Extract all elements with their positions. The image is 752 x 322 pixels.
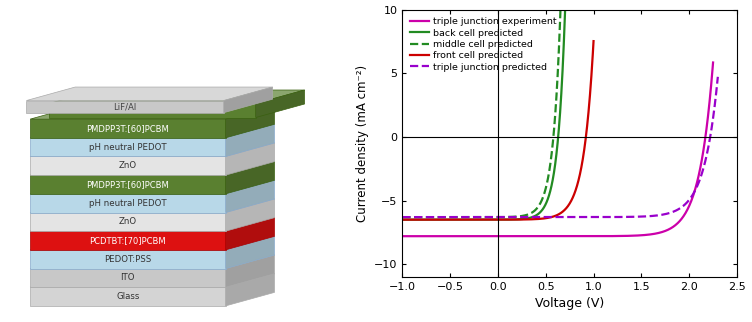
Text: pH neutral PEDOT: pH neutral PEDOT [89, 143, 167, 152]
Polygon shape [30, 287, 226, 306]
Polygon shape [224, 87, 273, 113]
Polygon shape [30, 124, 274, 138]
Legend: triple junction experiment, back cell predicted, middle cell predicted, front ce: triple junction experiment, back cell pr… [407, 14, 560, 74]
Polygon shape [30, 194, 226, 213]
Line: front cell predicted: front cell predicted [402, 41, 593, 220]
triple junction predicted [599, 215, 608, 219]
triple junction predicted [417, 215, 426, 219]
front cell predicted [589, 39, 598, 43]
Polygon shape [226, 274, 274, 306]
Polygon shape [49, 104, 256, 118]
triple junction predicted [581, 215, 590, 219]
front cell predicted [410, 218, 419, 222]
Polygon shape [26, 87, 273, 100]
Polygon shape [30, 199, 274, 213]
X-axis label: Voltage (V): Voltage (V) [535, 297, 605, 310]
Polygon shape [226, 106, 274, 138]
Polygon shape [30, 236, 274, 250]
Polygon shape [226, 162, 274, 194]
triple junction predicted [590, 215, 599, 219]
back cell predicted [497, 218, 506, 222]
triple junction predicted [637, 215, 646, 219]
Line: triple junction predicted: triple junction predicted [402, 77, 718, 217]
Polygon shape [226, 218, 274, 250]
Text: LiF/Al: LiF/Al [114, 102, 137, 111]
back cell predicted [398, 218, 407, 222]
triple junction experiment [587, 234, 596, 238]
Polygon shape [30, 269, 226, 287]
Polygon shape [256, 90, 305, 118]
front cell predicted [562, 205, 572, 209]
Polygon shape [30, 274, 274, 287]
Text: ZnO: ZnO [119, 161, 137, 170]
triple junction experiment [596, 234, 605, 238]
Text: PMDPP3T:[60]PCBM: PMDPP3T:[60]PCBM [86, 180, 169, 189]
back cell predicted [538, 207, 547, 211]
middle cell predicted [398, 215, 407, 219]
middle cell predicted [490, 215, 499, 219]
triple junction experiment [633, 233, 642, 237]
triple junction experiment [666, 227, 675, 231]
Polygon shape [226, 180, 274, 213]
Polygon shape [30, 156, 226, 175]
Polygon shape [30, 180, 274, 194]
Polygon shape [49, 90, 305, 104]
Polygon shape [30, 175, 226, 194]
Polygon shape [30, 162, 274, 175]
back cell predicted [522, 217, 531, 221]
Polygon shape [30, 106, 274, 119]
Text: pH neutral PEDOT: pH neutral PEDOT [89, 199, 167, 208]
Polygon shape [226, 255, 274, 287]
Y-axis label: Current density (mA cm⁻²): Current density (mA cm⁻²) [356, 65, 368, 222]
Polygon shape [226, 143, 274, 175]
front cell predicted [514, 218, 523, 222]
Text: Glass: Glass [116, 292, 140, 301]
Polygon shape [30, 213, 226, 231]
front cell predicted [520, 218, 529, 222]
triple junction experiment [398, 234, 407, 238]
Line: triple junction experiment: triple junction experiment [402, 62, 713, 236]
Polygon shape [226, 199, 274, 231]
middle cell predicted [535, 204, 544, 207]
Line: middle cell predicted: middle cell predicted [402, 0, 561, 217]
Polygon shape [226, 124, 274, 156]
middle cell predicted [494, 215, 503, 219]
Text: PCDTBT:[70]PCBM: PCDTBT:[70]PCBM [89, 236, 166, 245]
triple junction experiment [578, 234, 587, 238]
middle cell predicted [518, 214, 527, 218]
front cell predicted [543, 216, 552, 220]
triple junction predicted [398, 215, 407, 219]
front cell predicted [398, 218, 407, 222]
Polygon shape [30, 250, 226, 269]
Polygon shape [26, 100, 224, 113]
triple junction experiment [708, 61, 717, 64]
Line: back cell predicted: back cell predicted [402, 0, 566, 220]
Polygon shape [30, 119, 226, 138]
Text: ITO: ITO [120, 273, 135, 282]
triple junction predicted [714, 75, 723, 79]
triple junction predicted [669, 210, 678, 213]
Polygon shape [30, 138, 226, 156]
Polygon shape [30, 143, 274, 156]
Polygon shape [30, 255, 274, 269]
back cell predicted [408, 218, 417, 222]
middle cell predicted [499, 215, 508, 219]
Polygon shape [30, 231, 226, 250]
middle cell predicted [408, 215, 417, 219]
Polygon shape [30, 218, 274, 231]
back cell predicted [493, 218, 502, 222]
front cell predicted [509, 218, 518, 222]
Text: PMDPP3T:[60]PCBM: PMDPP3T:[60]PCBM [86, 124, 169, 133]
triple junction experiment [417, 234, 426, 238]
Text: ZnO: ZnO [119, 217, 137, 226]
back cell predicted [502, 218, 511, 222]
Polygon shape [226, 236, 274, 269]
Text: PEDOT:PSS: PEDOT:PSS [105, 255, 151, 264]
